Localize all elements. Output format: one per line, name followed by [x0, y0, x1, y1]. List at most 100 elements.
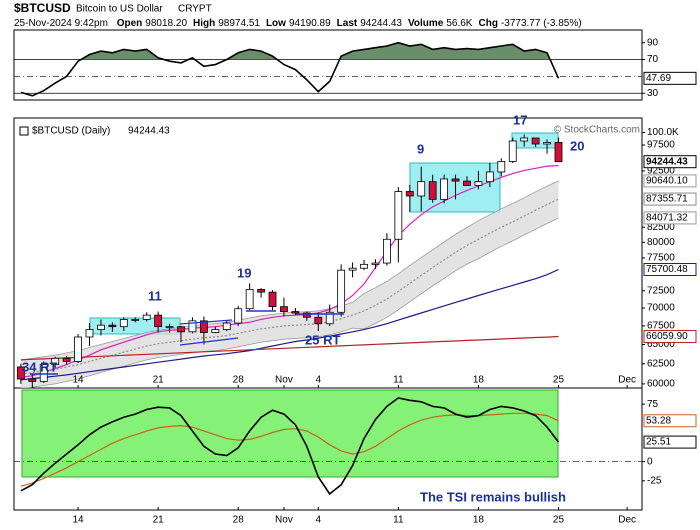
- trendline: [179, 337, 239, 346]
- quote-label: Chg: [478, 18, 497, 29]
- quote-value: 94190.89: [289, 18, 331, 29]
- candle-body: [543, 142, 551, 145]
- candle-body: [508, 140, 517, 162]
- value-label-box: [643, 330, 697, 344]
- value-label: 25.51: [646, 437, 671, 448]
- y-tick-label: 75: [647, 399, 659, 410]
- indicator-line: [20, 412, 559, 487]
- x-tick-label: 14: [72, 375, 84, 386]
- candle-body: [257, 289, 265, 293]
- channel-lower: [23, 217, 559, 388]
- symbol: $BTCUSD: [14, 1, 71, 15]
- annotation: 20: [570, 138, 584, 153]
- quote-label: Last: [337, 18, 358, 29]
- candle-body: [51, 357, 60, 365]
- quote-value: 98974.51: [218, 18, 260, 29]
- annotation: 25 RT: [305, 332, 340, 347]
- candle-body: [154, 314, 163, 328]
- x-tick-label: 18: [473, 515, 485, 526]
- value-label: 87355.71: [646, 194, 688, 205]
- legend-swatch: [19, 126, 29, 136]
- channel-band: [20, 180, 559, 388]
- candle-body: [199, 320, 208, 333]
- candle-body: [394, 191, 403, 240]
- chart-layer: 90703047.6960000625006500067500700007250…: [14, 37, 697, 526]
- candle-body: [554, 141, 563, 163]
- indicator-line: [20, 41, 560, 97]
- candle-body: [211, 329, 220, 333]
- trendline: [179, 319, 233, 325]
- value-label-box: [643, 192, 697, 206]
- x-tick-label: Nov: [275, 375, 293, 386]
- y-tick-label: 67500: [647, 321, 675, 332]
- quote-label: Low: [266, 18, 286, 29]
- candle-body: [74, 336, 82, 362]
- value-label: 53.28: [646, 415, 671, 426]
- candle-body: [451, 178, 460, 182]
- candle-body: [474, 181, 483, 186]
- y-tick-label: 90: [647, 37, 659, 48]
- moving-average: [20, 198, 559, 375]
- value-label-box: [643, 71, 697, 85]
- channel-upper: [20, 180, 559, 361]
- plot-area: [14, 397, 642, 496]
- candle-body: [188, 320, 197, 333]
- candle-body: [520, 137, 529, 142]
- watermark: © StockCharts.com: [554, 125, 640, 136]
- x-tick-label: 11: [393, 375, 404, 386]
- legend-value: 94244.43: [128, 126, 170, 137]
- candle-body: [62, 357, 71, 362]
- annotation: 17: [513, 112, 527, 127]
- y-tick-label: 70: [647, 54, 659, 65]
- x-tick-label: 25: [553, 375, 565, 386]
- candle-body: [85, 329, 94, 338]
- value-label: 75700.48: [646, 264, 688, 275]
- value-label-box: [643, 414, 697, 428]
- value-label-box: [643, 155, 697, 169]
- y-tick-label: 60000: [647, 379, 675, 390]
- overbought-area: [80, 42, 551, 60]
- x-tick-label: 28: [233, 375, 245, 386]
- candle-body: [222, 322, 231, 330]
- x-tick-label: 14: [72, 515, 84, 526]
- value-label: 66059.90: [646, 331, 688, 342]
- value-label: 84071.32: [646, 213, 688, 224]
- candle-body: [302, 312, 311, 318]
- x-tick-label: 28: [233, 515, 245, 526]
- y-tick-label: 77500: [647, 253, 675, 264]
- quote-row: 25-Nov-2024 9:42pm Open 98018.20 High 98974…: [14, 18, 582, 29]
- x-tick-label: 18: [473, 375, 485, 386]
- x-tick-label: 21: [153, 375, 165, 386]
- candle-body: [108, 324, 117, 328]
- candle-body: [177, 326, 185, 333]
- plot-area: [16, 134, 563, 388]
- datetime: 25-Nov-2024 9:42pm: [14, 18, 108, 29]
- candle-body: [325, 311, 334, 325]
- value-label: 94244.43: [646, 156, 688, 167]
- y-tick-label: 70000: [647, 303, 675, 314]
- candle-body: [405, 191, 414, 197]
- x-tick-label: 21: [153, 515, 165, 526]
- value-label: 47.69: [646, 73, 671, 84]
- x-tick-label: Dec: [618, 515, 636, 526]
- moving-average: [20, 335, 559, 361]
- candle-body: [314, 316, 323, 325]
- value-label-box: [643, 435, 697, 449]
- candle-body: [142, 314, 151, 320]
- indicator-line: [20, 397, 560, 496]
- tsi-highlight: [21, 389, 559, 478]
- moving-average: [20, 268, 559, 381]
- quote-value: 94244.43: [360, 18, 402, 29]
- quote-value: 56.6K: [446, 18, 472, 29]
- y-tick-label: 0: [647, 456, 653, 467]
- annotation: 34 RT: [22, 359, 57, 374]
- candle-body: [291, 311, 300, 314]
- y-tick-label: 97500: [647, 140, 675, 151]
- candle-body: [360, 263, 368, 269]
- y-tick-label: 62500: [647, 358, 675, 369]
- value-label-box: [643, 174, 697, 188]
- candle-body: [531, 137, 540, 145]
- value-label-box: [643, 211, 697, 225]
- candle-body: [39, 364, 48, 382]
- tsi-panel: [13, 387, 643, 511]
